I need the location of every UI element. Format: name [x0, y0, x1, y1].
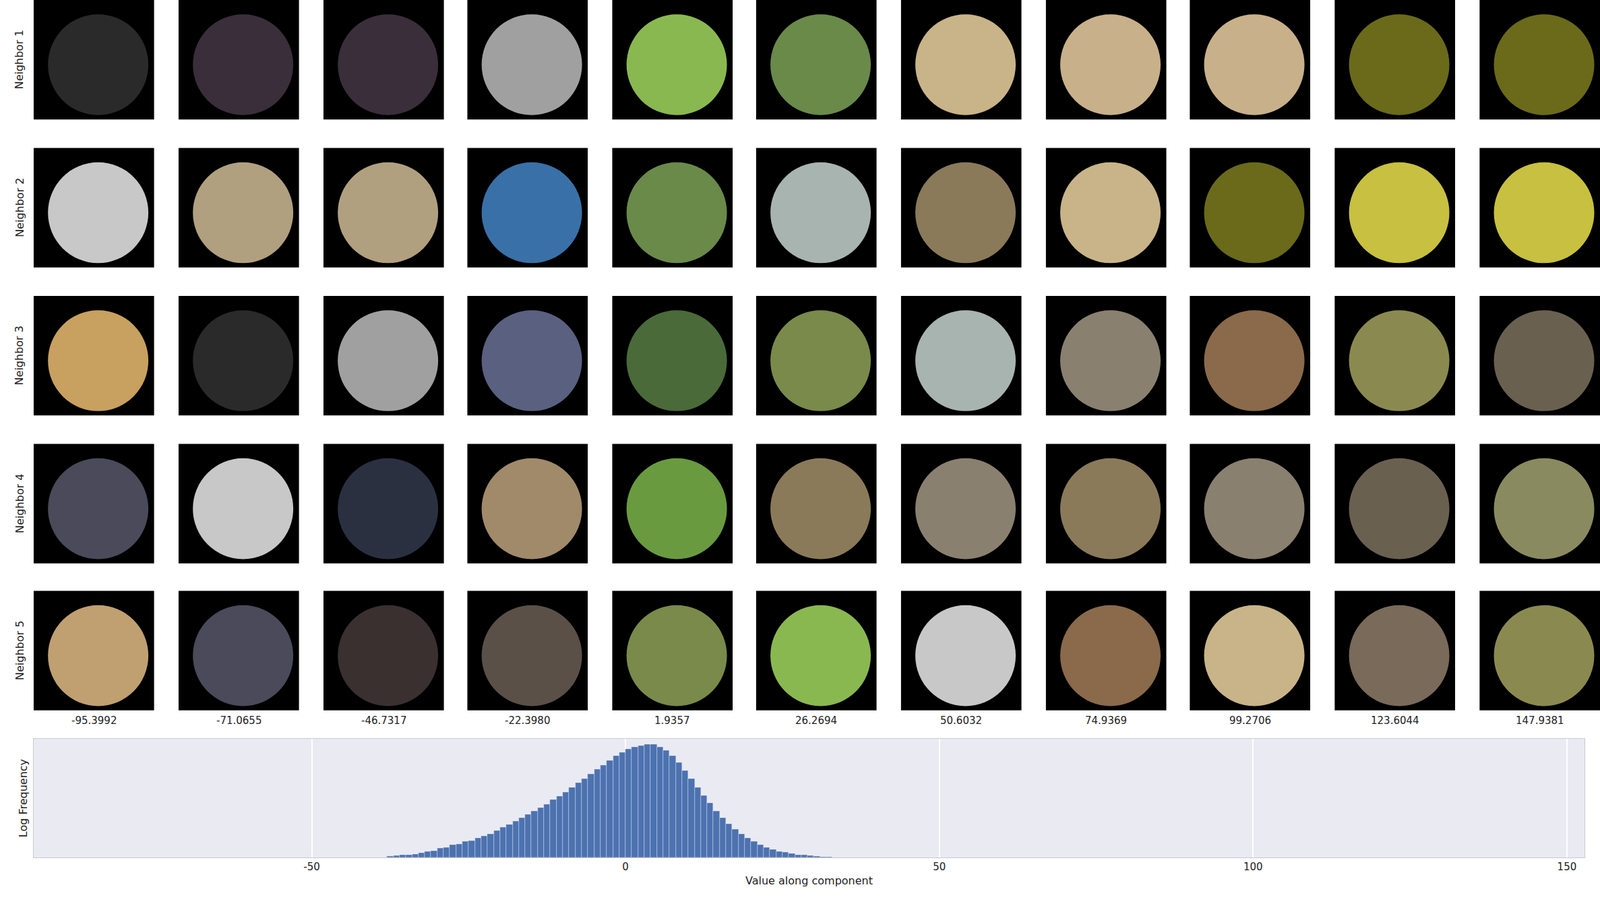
svg-text:-22.3980: -22.3980 [504, 714, 550, 727]
svg-text:0: 0 [622, 860, 629, 873]
svg-text:74.9369: 74.9369 [1085, 714, 1127, 727]
svg-text:Log Frequency: Log Frequency [16, 758, 30, 838]
svg-text:-71.0655: -71.0655 [216, 714, 262, 727]
svg-text:123.6044: 123.6044 [1370, 714, 1420, 727]
svg-text:Neighbor 4: Neighbor 4 [13, 473, 27, 534]
svg-text:150: 150 [1557, 860, 1578, 873]
svg-text:99.2706: 99.2706 [1229, 714, 1272, 727]
svg-text:26.2694: 26.2694 [795, 714, 838, 727]
svg-text:Value along component: Value along component [745, 874, 873, 887]
svg-text:-50: -50 [303, 860, 321, 873]
svg-text:50: 50 [932, 860, 946, 873]
svg-text:100: 100 [1243, 860, 1264, 873]
svg-text:-46.7317: -46.7317 [361, 714, 407, 727]
svg-text:Neighbor 3: Neighbor 3 [12, 325, 26, 385]
svg-text:Neighbor 1: Neighbor 1 [12, 29, 26, 89]
svg-text:50.6032: 50.6032 [940, 714, 982, 727]
svg-text:Neighbor 2: Neighbor 2 [13, 177, 27, 238]
svg-text:147.9381: 147.9381 [1515, 714, 1565, 727]
svg-text:1.9357: 1.9357 [654, 714, 691, 727]
svg-text:Neighbor 5: Neighbor 5 [13, 620, 27, 681]
svg-text:-95.3992: -95.3992 [71, 714, 117, 727]
